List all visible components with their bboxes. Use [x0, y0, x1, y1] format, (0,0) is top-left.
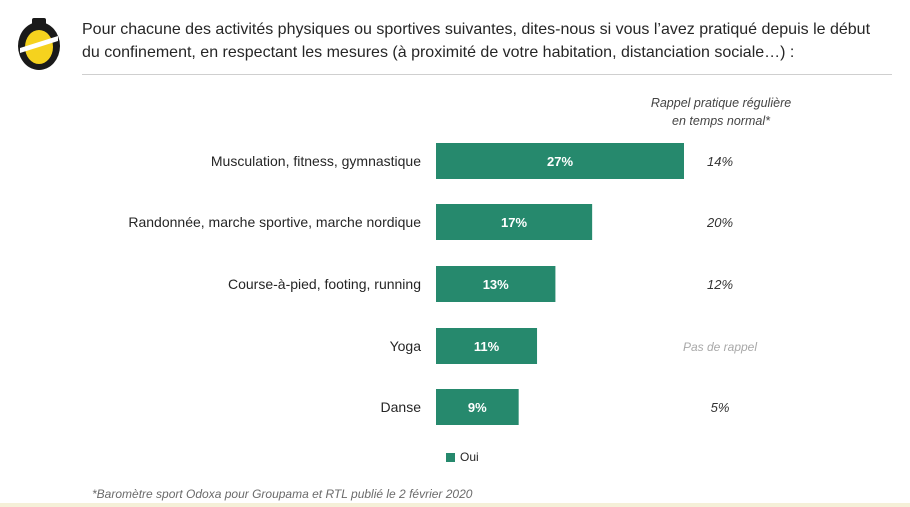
category-label: Musculation, fitness, gymnastique	[211, 153, 421, 169]
recall-value: 5%	[711, 400, 730, 415]
category-label: Course-à-pied, footing, running	[228, 276, 421, 292]
category-label: Danse	[381, 399, 422, 415]
recall-value: 14%	[707, 154, 733, 169]
bar	[436, 204, 593, 240]
recall-header-line1: Rappel pratique régulière	[650, 96, 792, 110]
odoxa-logo-icon	[18, 18, 60, 70]
bar-data-label: 9%	[468, 400, 487, 415]
category-label: Randonnée, marche sportive, marche nordi…	[128, 214, 421, 230]
bar-data-label: 11%	[474, 339, 500, 354]
bar	[436, 328, 538, 364]
recall-header-line2: en temps normal*	[672, 114, 770, 128]
legend-label: Oui	[460, 450, 479, 464]
bar	[436, 143, 684, 179]
question-text: Pour chacune des activités physiques ou …	[82, 21, 871, 61]
category-label: Yoga	[390, 338, 422, 354]
recall-column-header: Rappel pratique régulière en temps norma…	[626, 94, 816, 130]
bar-data-label: 13%	[483, 277, 509, 292]
source-footnote: *Baromètre sport Odoxa pour Groupama et …	[92, 487, 473, 501]
legend: Oui	[446, 450, 479, 464]
header-divider	[82, 74, 892, 75]
bar-data-label: 17%	[501, 215, 527, 230]
bar	[436, 389, 519, 425]
recall-value: 20%	[706, 215, 733, 230]
recall-value: 12%	[707, 277, 733, 292]
legend-swatch	[446, 452, 455, 462]
recall-value: Pas de rappel	[683, 340, 757, 354]
bottom-strip	[0, 503, 910, 507]
bar-data-label: 27%	[547, 154, 573, 169]
bar	[436, 266, 556, 302]
